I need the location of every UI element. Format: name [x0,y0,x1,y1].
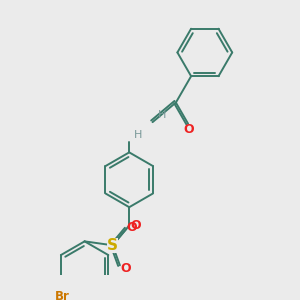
Text: H: H [134,130,142,140]
Text: O: O [184,123,194,136]
Text: H: H [158,110,166,120]
Text: O: O [130,219,141,232]
Text: O: O [127,221,137,234]
Text: S: S [107,238,118,253]
Text: O: O [120,262,131,275]
Text: Br: Br [55,290,70,300]
